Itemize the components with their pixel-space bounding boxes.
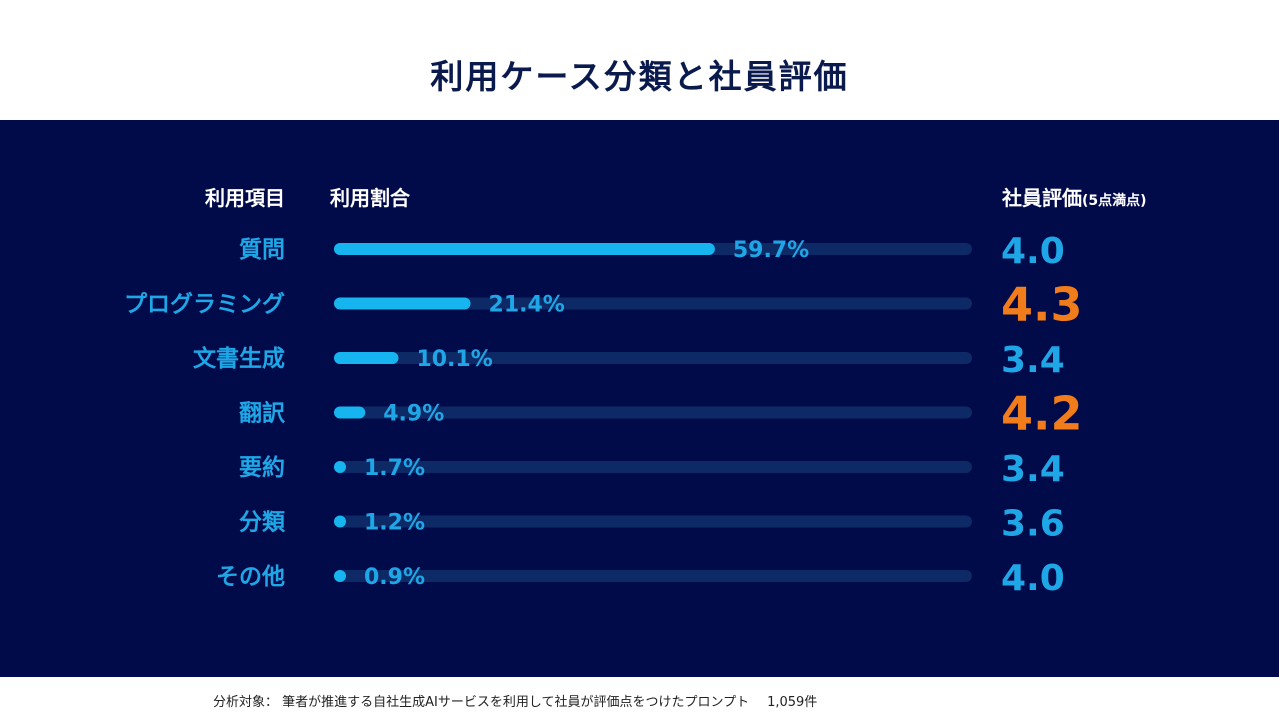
header-rating-label: 社員評価 [1002,186,1082,210]
category-label: 翻訳 [239,400,286,427]
value-label: 1.2% [364,511,425,536]
category-label: 分類 [239,510,286,536]
category-label: 質問 [239,237,285,263]
bar-track [334,570,972,582]
bar-track [334,461,972,473]
category-label: その他 [216,564,285,590]
bar-chart: 質問 59.7% 4.0 プログラミング 21.4% 4.3 文書生成 10.1% 3.4 翻訳 4… [124,231,1083,599]
bar-track [334,297,972,310]
value-label: 10.1% [416,347,492,372]
rating-label: 4.3 [1001,278,1083,332]
rating-label: 3.6 [1001,504,1065,545]
header-rating: 社員評価(5点満点) [1002,182,1147,211]
header-rating-sub: (5点満点) [1082,193,1147,209]
bar [334,297,471,310]
value-label: 21.4% [489,293,565,318]
value-label: 1.7% [364,456,425,481]
bar-track [334,406,972,419]
value-label: 4.9% [383,402,444,427]
chart-title: 利用ケース分類と社員評価 [430,57,849,96]
category-label: 要約 [239,454,285,481]
bar [334,570,346,582]
bar-track [334,515,972,528]
chart-panel: 利用項目 利用割合 社員評価(5点満点) 質問 59.7% 4.0 プログラミング 21… [0,120,1279,677]
header-item: 利用項目 [205,186,285,210]
rating-label: 4.2 [1001,387,1083,441]
rating-label: 3.4 [1001,340,1065,381]
bar-track [334,352,972,364]
footer-note-text: 分析対象： 筆者が推進する自社生成AIサービスを利用して社員が評価点をつけたプロ… [213,695,750,710]
rating-label: 4.0 [1001,231,1065,272]
bar [334,461,346,473]
bar [334,515,346,528]
category-label: 文書生成 [193,345,285,372]
rating-label: 3.4 [1001,449,1065,490]
footer-count: 1,059件 [767,695,818,710]
footer-note: 分析対象： 筆者が推進する自社生成AIサービスを利用して社員が評価点をつけたプロ… [213,691,817,710]
rating-label: 4.0 [1001,558,1065,599]
value-label: 59.7% [733,238,809,263]
bar [334,406,366,419]
bar [334,243,715,255]
bar [334,352,399,364]
value-label: 0.9% [364,565,425,590]
category-label: プログラミング [124,291,285,318]
header-ratio: 利用割合 [330,186,410,210]
